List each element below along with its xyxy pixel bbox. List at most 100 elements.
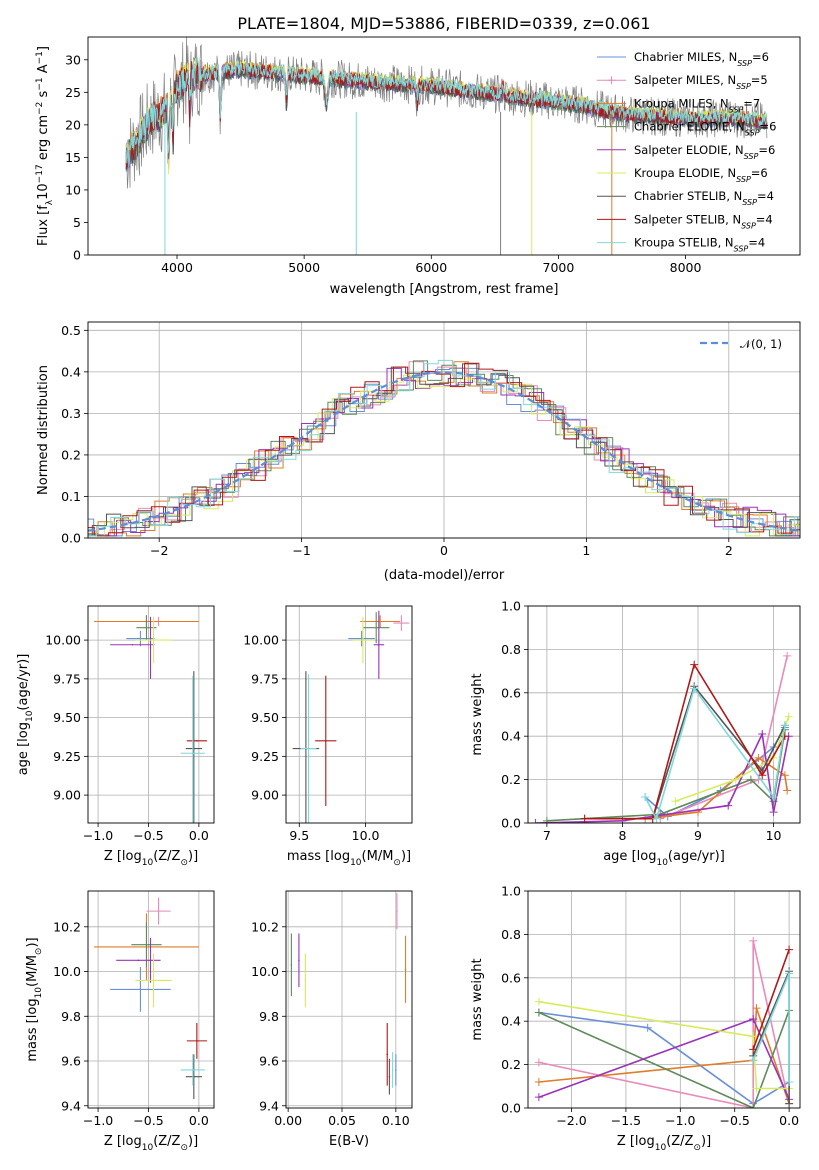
- y-axis-label: Flux [fλ10−17 erg cm−2 s−1 A−1]: [35, 46, 55, 246]
- axes-residuals: −2 −1 0 1 2 0.0 0.1 0.2 0.3 0.4 0.5 𝒩(0, 1) (data-mo…: [36, 321, 801, 583]
- point-salpeter_stelib: [324, 740, 327, 742]
- point-salpeter_miles: [400, 622, 403, 624]
- y-tick-label: 0.2: [61, 447, 81, 462]
- y-tick-label: 10.2: [251, 919, 279, 934]
- y-tick-label: 10.2: [53, 919, 81, 934]
- y-tick-label: 9.8: [259, 1009, 279, 1024]
- y-tick-label: 10.0: [53, 964, 81, 979]
- axes-weight_vs_Z: −2.0 −1.5 −1.0 −0.5 0.0 0.0 0.2 0.4 0.6 0.8 1.0 Z […: [470, 884, 801, 1153]
- x-tick-label: 0.0: [779, 1113, 799, 1128]
- point-chabrier_elodie: [145, 943, 148, 946]
- weight-marker-salpeter_stelib: [780, 732, 789, 741]
- x-axis-label: (data-model)/error: [384, 568, 505, 583]
- weight-marker-chabrier_elodie: [746, 775, 755, 784]
- point-salpeter_stelib: [196, 1040, 198, 1042]
- weight-marker-salpeter_elodie: [531, 819, 540, 823]
- legend-label-salpeter_elodie: Salpeter ELODIE, NSSP=6: [634, 143, 775, 161]
- point-kroupa_elodie: [152, 979, 155, 982]
- y-tick-label: 10.00: [45, 633, 81, 648]
- legend-label-normal: 𝒩(0, 1): [740, 337, 782, 351]
- x-tick-label: 9: [694, 828, 702, 843]
- plot-area: [88, 359, 800, 537]
- point-chabrier_miles: [139, 637, 142, 640]
- legend-label-chabrier_miles: Chabrier MILES, NSSP=6: [634, 50, 769, 68]
- weight-marker-kroupa_miles: [752, 1004, 761, 1013]
- x-tick-label: 0.10: [382, 1113, 410, 1128]
- weight-marker-chabrier_miles: [643, 1023, 652, 1032]
- point-chabrier_elodie: [290, 964, 293, 966]
- y-tick-label: 5: [73, 215, 81, 230]
- y-tick-label: 0.6: [501, 685, 521, 700]
- y-tick-label: 0.4: [501, 729, 521, 744]
- y-tick-label: 1.0: [501, 599, 521, 614]
- y-tick-label: 9.00: [53, 788, 81, 803]
- weight-marker-salpeter_elodie: [724, 801, 733, 810]
- x-axis-label: mass [log10(M/M⊙)]: [287, 849, 411, 868]
- y-tick-label: 0.0: [501, 1101, 521, 1116]
- x-axis-label: age [log10(age/yr)]: [603, 849, 725, 868]
- legend-label-kroupa_miles: Kroupa MILES, NSSP=7: [634, 96, 760, 114]
- x-tick-label: −0.5: [133, 828, 163, 843]
- axes-frame: [87, 890, 215, 1109]
- weight-marker-chabrier_elodie: [534, 1008, 543, 1017]
- x-tick-label: 1: [582, 543, 590, 558]
- weight-marker-kroupa_elodie: [784, 712, 793, 721]
- weight-marker-kroupa_elodie: [731, 775, 740, 784]
- point-salpeter_elodie: [137, 959, 140, 962]
- y-tick-label: 1.0: [501, 884, 521, 899]
- point-chabrier_miles: [395, 1069, 397, 1071]
- point-kroupa_miles: [379, 620, 381, 623]
- legend-label-chabrier_stelib: Chabrier STELIB, NSSP=4: [634, 189, 774, 207]
- point-kroupa_miles: [404, 968, 407, 971]
- weight-marker-kroupa_stelib: [785, 1077, 794, 1086]
- point-kroupa_stelib: [192, 1069, 194, 1071]
- x-tick-label: 0.00: [274, 1113, 302, 1128]
- x-tick-label: 7: [543, 828, 551, 843]
- y-tick-label: 0: [73, 248, 81, 263]
- x-tick-label: 0: [440, 543, 448, 558]
- y-tick-label: 0.0: [61, 531, 81, 546]
- weight-marker-salpeter_stelib: [580, 814, 589, 823]
- y-tick-label: 9.75: [251, 671, 279, 686]
- y-tick-label: 9.25: [251, 749, 279, 764]
- x-tick-label: 0.0: [189, 1113, 209, 1128]
- y-tick-label: 9.75: [53, 671, 81, 686]
- point-kroupa_elodie: [362, 639, 364, 641]
- y-axis-label: mass [log10(M/M⊙)]: [25, 937, 44, 1061]
- point-salpeter_elodie: [149, 647, 152, 649]
- legend-label-kroupa_stelib: Kroupa STELIB, NSSP=4: [634, 236, 765, 254]
- weight-marker-kroupa_stelib: [641, 792, 650, 801]
- weight-marker-kroupa_stelib: [785, 969, 794, 978]
- x-tick-label: 5000: [288, 260, 320, 275]
- point-chabrier_miles: [139, 988, 142, 991]
- weight-marker-salpeter_miles: [749, 936, 758, 945]
- y-tick-label: 10.00: [243, 633, 279, 648]
- weight-marker-salpeter_elodie: [769, 808, 778, 817]
- point-kroupa_stelib: [307, 747, 310, 750]
- weight-marker-kroupa_miles: [780, 771, 789, 780]
- point-kroupa_stelib: [192, 752, 194, 755]
- y-tick-label: 0.4: [61, 364, 81, 379]
- y-tick-label: 9.4: [61, 1098, 81, 1113]
- point-chabrier_miles: [360, 637, 363, 640]
- axes-frame: [285, 605, 413, 824]
- point-chabrier_stelib: [193, 1075, 195, 1078]
- point-salpeter_miles: [396, 910, 398, 912]
- plot-layer: 4000 5000 6000 7000 8000051015202530waveleng…: [16, 36, 801, 1153]
- x-tick-label: −2: [150, 543, 168, 558]
- x-axis-label: Z [log10(Z/Z⊙)]: [617, 1134, 711, 1153]
- weight-marker-salpeter_miles: [534, 1058, 543, 1067]
- x-tick-label: −2.0: [556, 1113, 586, 1128]
- axes-frame: [87, 36, 801, 256]
- weight-line-salpeter_elodie: [535, 731, 790, 823]
- x-tick-label: 0.05: [328, 1113, 356, 1128]
- x-tick-label: 10.0: [352, 828, 380, 843]
- weight-line-chabrier_elodie: [538, 1010, 790, 1108]
- weight-marker-kroupa_stelib: [690, 684, 699, 693]
- legend-label-salpeter_stelib: Salpeter STELIB, NSSP=4: [634, 212, 773, 230]
- x-tick-label: −1.0: [665, 1113, 695, 1128]
- y-tick-label: 0.2: [501, 772, 521, 787]
- x-tick-label: 10: [766, 828, 782, 843]
- point-kroupa_elodie: [152, 639, 155, 641]
